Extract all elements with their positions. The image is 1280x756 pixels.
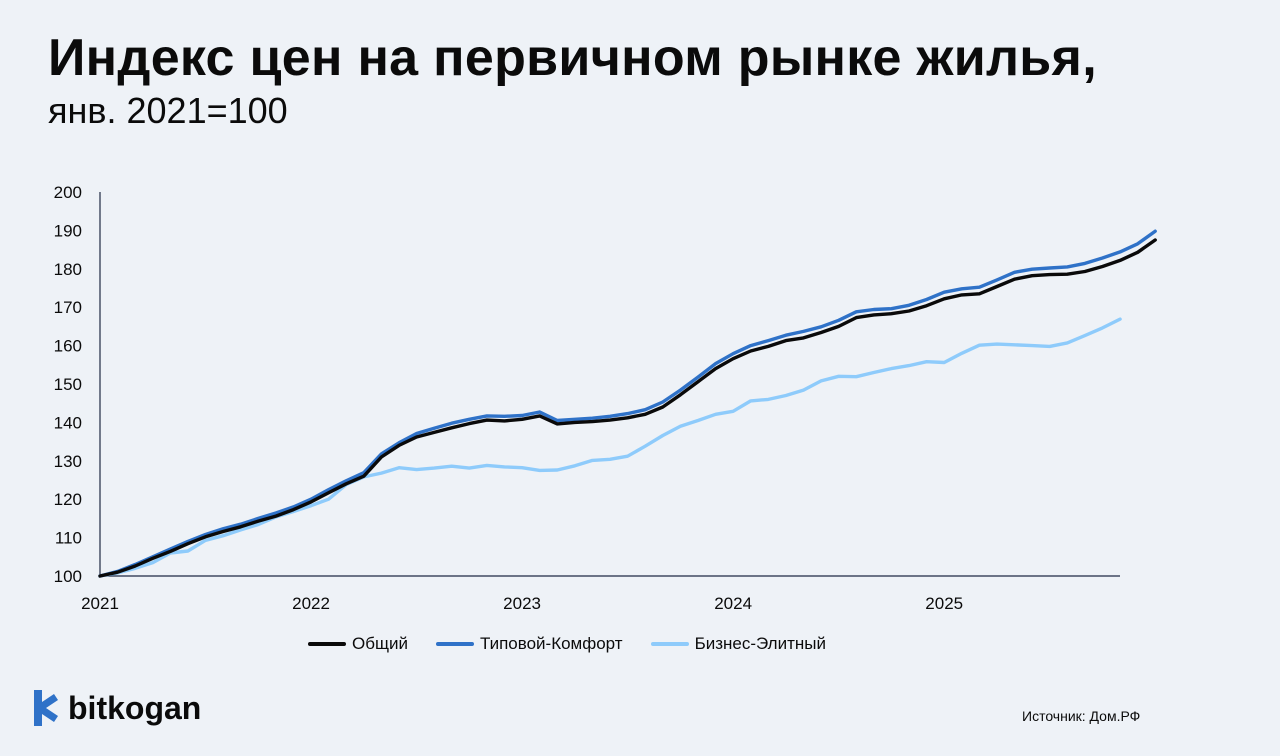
bitkogan-logo-icon [34, 690, 58, 726]
y-tick-label: 190 [54, 221, 82, 240]
chart-subtitle: янв. 2021=100 [48, 90, 288, 131]
series-line-Бизнес-Элитный [98, 317, 1122, 578]
x-tick-label: 2025 [925, 594, 963, 613]
legend-label: Типовой-Комфорт [479, 634, 623, 653]
x-tick-label: 2021 [81, 594, 119, 613]
y-tick-label: 110 [55, 529, 82, 548]
legend-item-tipovoy-komfort: Типовой-Комфорт [435, 634, 623, 654]
x-tick-label: 2023 [503, 594, 541, 613]
series-layer [98, 229, 1157, 578]
series-line-Типовой-Комфорт [98, 229, 1157, 578]
legend-swatch [435, 642, 474, 646]
x-tick-label: 2024 [714, 594, 752, 613]
series-line-Общий [98, 238, 1157, 578]
y-tick-label: 150 [54, 375, 82, 394]
y-tick-label: 130 [54, 452, 82, 471]
x-axis: 2021 2022 2023 2024 2025 [81, 575, 1120, 613]
legend-item-obshchiy: Общий [308, 634, 408, 654]
y-tick-label: 100 [54, 567, 82, 586]
chart-title: Индекс цен на первичном рынке жилья, [48, 29, 1097, 87]
brand-logo: bitkogan [30, 688, 201, 728]
y-tick-label: 180 [54, 260, 82, 279]
legend-item-biznes-elitnyy: Бизнес-Элитный [650, 634, 826, 654]
legend-swatch [650, 642, 689, 646]
y-tick-label: 200 [54, 183, 82, 202]
legend-label: Общий [352, 634, 408, 653]
x-tick-label: 2022 [292, 594, 330, 613]
brand-name: bitkogan [68, 689, 202, 726]
source-note: Источник: Дом.РФ [1022, 708, 1141, 724]
y-tick-label: 160 [54, 337, 82, 356]
y-tick-label: 140 [54, 413, 82, 432]
y-axis: 100 110 120 130 140 150 160 170 180 190 200 [54, 183, 101, 586]
y-tick-label: 170 [54, 298, 82, 317]
legend-label: Бизнес-Элитный [694, 634, 826, 653]
y-tick-label: 120 [54, 490, 82, 509]
legend: Общий Типовой-Комфорт Бизнес-Элитный [308, 634, 826, 654]
legend-swatch [308, 642, 346, 646]
